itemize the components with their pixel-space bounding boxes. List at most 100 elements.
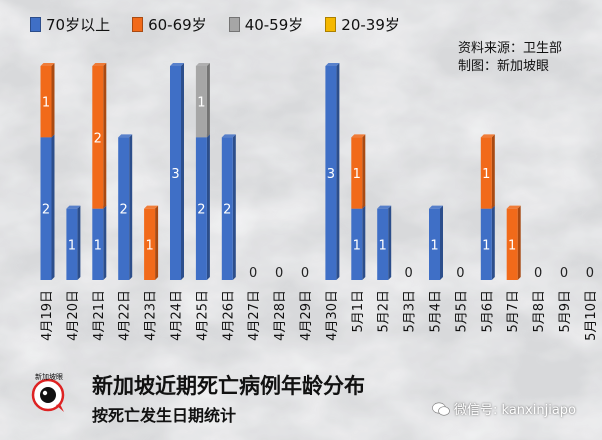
bar-segment: 1 [480, 134, 495, 209]
bar-side [206, 63, 210, 138]
bar-top [506, 205, 521, 209]
watermark: 微信号: kanxinjiapo [432, 399, 576, 418]
bar-segment: 2 [195, 134, 210, 280]
zero-label: 0 [534, 266, 542, 281]
source-note: 资料来源：卫生部 制图：新加坡眼 [458, 40, 562, 76]
bar-segment: 2 [92, 63, 107, 209]
bar-segment: 1 [66, 205, 81, 280]
x-tick-label: 4月19日 [40, 290, 55, 341]
bar-side [51, 63, 55, 138]
data-label: 1 [68, 238, 76, 253]
bar [506, 208, 518, 280]
zero-label: 0 [249, 266, 257, 281]
chart-title: 新加坡近期死亡病例年龄分布 [92, 374, 365, 398]
bar-top [118, 134, 133, 138]
zero-label: 0 [301, 266, 309, 281]
bar-segment: 3 [170, 63, 184, 280]
bar-segment: 1 [144, 205, 159, 280]
data-label: 1 [353, 167, 361, 182]
chart-subtitle: 按死亡发生日期统计 [92, 406, 237, 425]
x-tick-label: 4月22日 [118, 290, 133, 341]
x-tick-label: 4月26日 [221, 290, 236, 341]
bar-top [480, 134, 495, 138]
zero-label: 0 [586, 266, 594, 281]
x-tick-label: 5月1日 [351, 290, 366, 333]
legend: 70岁以上 60-69岁 40-59岁 20-39岁 [30, 14, 422, 35]
logo-icon: 新加坡眼 [31, 372, 65, 412]
data-label: 1 [145, 238, 153, 253]
x-tick-label: 4月20日 [66, 290, 81, 341]
x-tick-label: 5月7日 [506, 290, 521, 333]
bar-side [103, 63, 107, 209]
bar-side [362, 134, 366, 209]
x-tick-label: 4月28日 [273, 290, 288, 341]
wechat-icon [432, 402, 450, 416]
bar [480, 137, 492, 209]
x-tick-label: 4月27日 [247, 290, 262, 341]
bar-top [429, 205, 443, 209]
bar [92, 66, 104, 209]
data-label: 2 [42, 203, 50, 218]
bar-segment: 1 [351, 134, 366, 209]
bar-top [40, 63, 55, 66]
bar-segment: 1 [92, 205, 107, 280]
legend-item-70plus: 70岁以上 [30, 14, 110, 35]
legend-item-60-69: 60-69岁 [132, 14, 207, 35]
data-label: 1 [508, 238, 516, 253]
x-tick-label: 4月24日 [170, 290, 185, 341]
bar-segment: 2 [221, 134, 236, 280]
x-tick-label: 5月8日 [532, 290, 547, 333]
x-tick-label: 5月2日 [377, 290, 392, 333]
bar-segment: 1 [480, 205, 495, 280]
bar-top [377, 205, 392, 209]
data-label: 3 [327, 167, 335, 182]
bar-side [362, 205, 366, 280]
zero-label: 0 [560, 266, 568, 281]
bar-side [51, 134, 55, 280]
watermark-text: 微信号: kanxinjiapo [454, 403, 576, 418]
bar-top [195, 63, 210, 66]
bar-side [440, 205, 443, 280]
bar-top [221, 134, 236, 138]
legend-label: 20-39岁 [341, 16, 400, 34]
bar-segment: 1 [351, 205, 366, 280]
legend-label: 70岁以上 [46, 16, 111, 34]
bar-side [232, 134, 236, 280]
data-label: 1 [94, 238, 102, 253]
data-label: 3 [171, 167, 179, 182]
data-label: 2 [197, 203, 205, 218]
zero-label: 0 [404, 266, 412, 281]
x-tick-label: 4月21日 [92, 290, 107, 341]
data-label: 2 [223, 203, 231, 218]
bar-top [170, 63, 184, 66]
data-label: 1 [353, 238, 361, 253]
bar [351, 137, 363, 209]
legend-label: 60-69岁 [148, 16, 207, 34]
bar-side [206, 134, 210, 280]
bar [480, 208, 492, 280]
bar-side [129, 134, 133, 280]
bar-side [388, 205, 392, 280]
credit-line: 制图：新加坡眼 [457, 59, 549, 74]
zero-label: 0 [275, 266, 283, 281]
bar-segment: 1 [506, 205, 521, 280]
bar-segment: 1 [40, 63, 55, 138]
bar-side [491, 205, 495, 280]
bar [66, 208, 78, 280]
legend-label: 40-59岁 [244, 16, 304, 34]
legend-swatch [228, 17, 240, 32]
bar [429, 208, 440, 280]
bar-side [517, 205, 521, 280]
bar-segment: 3 [325, 63, 340, 280]
bars-group: 2 1 1 1 2 2 1 3 2 1 2 0 0 0 3 1 1 1 0 1 0 1 1 1 0 0 0 [40, 63, 594, 281]
bar [144, 208, 156, 280]
bar-segment: 1 [195, 63, 210, 138]
bar-side [336, 63, 340, 280]
legend-item-40-59: 40-59岁 [228, 14, 304, 35]
x-tick-label: 5月3日 [403, 290, 418, 333]
bar [92, 208, 104, 280]
x-tick-label: 5月5日 [454, 290, 469, 333]
x-tick-label: 5月10日 [584, 290, 599, 341]
x-tick-label: 4月23日 [144, 290, 159, 341]
bar [195, 66, 207, 138]
